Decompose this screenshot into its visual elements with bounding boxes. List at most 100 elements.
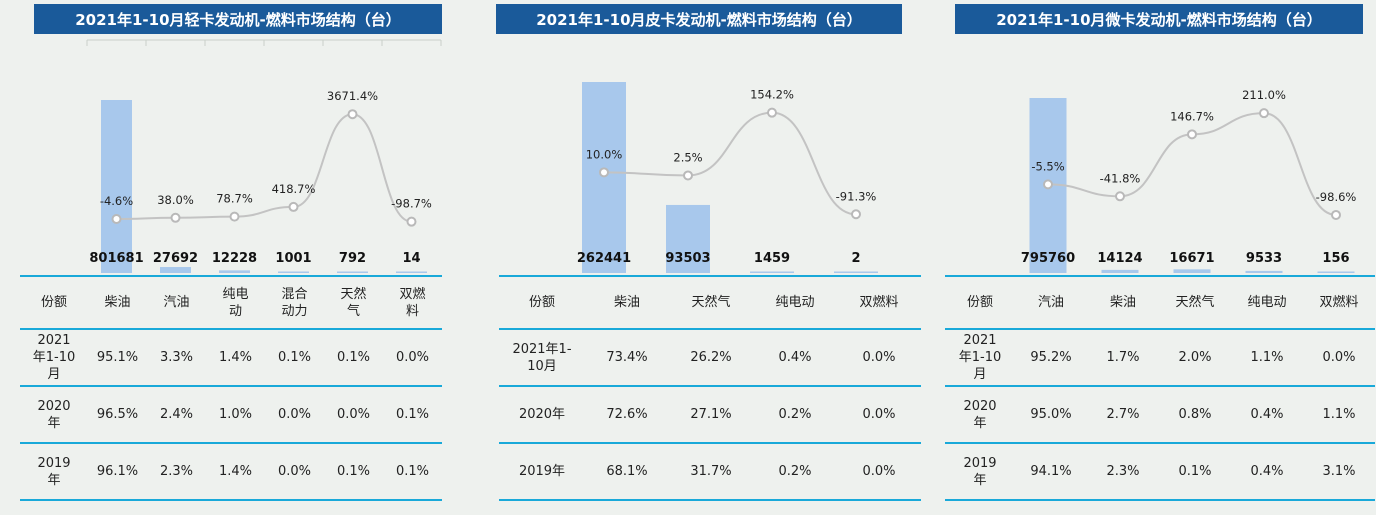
share-cell: 1.1% bbox=[1303, 386, 1375, 444]
share-cell: 0.2% bbox=[753, 386, 837, 444]
growth-line bbox=[603, 111, 857, 216]
bar bbox=[666, 204, 710, 273]
share-cell: 0.0% bbox=[265, 386, 324, 444]
share-cell: 0.4% bbox=[753, 329, 837, 387]
table-column-header: 混合动力 bbox=[265, 275, 324, 330]
bar-value-label: 801681 bbox=[89, 251, 143, 266]
bar-value-label: 14124 bbox=[1097, 251, 1142, 266]
share-cell: 0.0% bbox=[324, 386, 383, 444]
growth-label: -98.6% bbox=[1316, 190, 1357, 204]
share-cell: 2.4% bbox=[147, 386, 206, 444]
share-cell: 68.1% bbox=[585, 443, 669, 501]
growth-label: -5.5% bbox=[1031, 159, 1064, 173]
bar bbox=[1245, 270, 1283, 273]
panel-title: 2021年1-10月轻卡发动机-燃料市场结构（台） bbox=[34, 4, 442, 34]
growth-point bbox=[170, 212, 181, 223]
share-cell: 0.8% bbox=[1159, 386, 1231, 444]
growth-label: -41.8% bbox=[1100, 171, 1141, 185]
share-cell: 27.1% bbox=[669, 386, 753, 444]
table-row: 2019年 94.1% 2.3% 0.1% 0.4% 3.1% bbox=[945, 443, 1375, 501]
table-column-header: 双燃料 bbox=[837, 275, 921, 330]
share-table-mini-truck: 份额 汽油 柴油 天然气 纯电动 双燃料 2021年1-10月 95.2% 1.7% 2.0% 1.… bbox=[945, 275, 1375, 501]
row-label: 2020年 bbox=[499, 386, 585, 444]
growth-label: -98.7% bbox=[391, 197, 432, 211]
growth-point bbox=[851, 209, 861, 220]
growth-point bbox=[347, 109, 358, 120]
row-label: 2021年1-10月 bbox=[20, 329, 88, 387]
table-column-header: 汽油 bbox=[1015, 275, 1087, 330]
growth-point bbox=[229, 211, 240, 222]
row-label: 2019年 bbox=[20, 443, 88, 501]
table-column-header: 柴油 bbox=[88, 275, 147, 330]
bar bbox=[101, 100, 132, 273]
share-cell: 0.2% bbox=[753, 443, 837, 501]
bar-value-label: 27692 bbox=[153, 251, 198, 266]
growth-label: 154.2% bbox=[750, 88, 794, 102]
share-table-light-truck: 份额 柴油 汽油 纯电动 混合动力 天然气 双燃料 2021年1-10月 95.1% 3.3% 1.… bbox=[20, 275, 442, 501]
bar bbox=[1173, 269, 1211, 273]
panel-title: 2021年1-10月微卡发动机-燃料市场结构（台） bbox=[955, 4, 1363, 34]
bar-value-label: 93503 bbox=[665, 251, 710, 266]
table-column-header: 双燃料 bbox=[383, 275, 442, 330]
bar bbox=[278, 271, 309, 273]
growth-point bbox=[288, 201, 299, 212]
row-label: 2021年1-10月 bbox=[499, 329, 585, 387]
table-row: 2019年 68.1% 31.7% 0.2% 0.0% bbox=[499, 443, 921, 501]
bar-value-label: 156 bbox=[1322, 251, 1349, 266]
growth-point bbox=[1259, 108, 1269, 119]
row-label: 2020年 bbox=[945, 386, 1015, 444]
share-cell: 1.7% bbox=[1087, 329, 1159, 387]
bar bbox=[1101, 269, 1139, 273]
table-column-header: 纯电动 bbox=[753, 275, 837, 330]
share-cell: 0.1% bbox=[383, 386, 442, 444]
share-cell: 0.1% bbox=[383, 443, 442, 501]
growth-point bbox=[683, 170, 693, 181]
share-cell: 1.4% bbox=[206, 329, 265, 387]
growth-label: -91.3% bbox=[836, 189, 877, 203]
table-row: 2021年1-10月 95.1% 3.3% 1.4% 0.1% 0.1% 0.0% bbox=[20, 329, 442, 387]
share-cell: 95.2% bbox=[1015, 329, 1087, 387]
table-column-header: 柴油 bbox=[585, 275, 669, 330]
table-column-header: 纯电动 bbox=[206, 275, 265, 330]
bar bbox=[834, 271, 878, 273]
share-cell: 0.4% bbox=[1231, 386, 1303, 444]
table-row: 2021年1-10月 95.2% 1.7% 2.0% 1.1% 0.0% bbox=[945, 329, 1375, 387]
table-column-header: 纯电动 bbox=[1231, 275, 1303, 330]
growth-label: 211.0% bbox=[1242, 88, 1286, 102]
growth-point bbox=[406, 216, 417, 227]
bar-value-label: 262441 bbox=[577, 251, 631, 266]
table-column-header: 天然气 bbox=[669, 275, 753, 330]
table-column-header: 汽油 bbox=[147, 275, 206, 330]
table-column-header: 天然气 bbox=[1159, 275, 1231, 330]
bar-value-label: 792 bbox=[339, 251, 366, 266]
share-cell: 95.0% bbox=[1015, 386, 1087, 444]
bar-value-label: 12228 bbox=[212, 251, 257, 266]
table-row: 2020年 95.0% 2.7% 0.8% 0.4% 1.1% bbox=[945, 386, 1375, 444]
share-cell: 0.4% bbox=[1231, 443, 1303, 501]
share-cell: 0.1% bbox=[324, 329, 383, 387]
share-cell: 2.0% bbox=[1159, 329, 1231, 387]
table-corner-label: 份额 bbox=[20, 275, 88, 330]
table-corner-label: 份额 bbox=[499, 275, 585, 330]
bar-value-label: 1001 bbox=[275, 251, 311, 266]
share-cell: 0.1% bbox=[324, 443, 383, 501]
bar bbox=[1317, 271, 1355, 273]
panel-light-truck: 2021年1-10月轻卡发动机-燃料市场结构（台） -4.6% 38.0% 78.7… bbox=[0, 0, 450, 515]
share-cell: 1.4% bbox=[206, 443, 265, 501]
bar-value-label: 1459 bbox=[754, 251, 790, 266]
bar-value-label: 2 bbox=[851, 251, 860, 266]
growth-label: 2.5% bbox=[673, 150, 702, 164]
share-cell: 1.1% bbox=[1231, 329, 1303, 387]
bar bbox=[582, 82, 626, 273]
share-cell: 26.2% bbox=[669, 329, 753, 387]
share-cell: 0.1% bbox=[1159, 443, 1231, 501]
bar-value-label: 9533 bbox=[1246, 251, 1282, 266]
growth-label: 10.0% bbox=[586, 147, 623, 161]
share-cell: 2.3% bbox=[147, 443, 206, 501]
bar-value-label: 16671 bbox=[1169, 251, 1214, 266]
share-cell: 0.0% bbox=[265, 443, 324, 501]
share-cell: 72.6% bbox=[585, 386, 669, 444]
growth-point bbox=[111, 213, 122, 224]
share-cell: 0.0% bbox=[837, 386, 921, 444]
share-cell: 1.0% bbox=[206, 386, 265, 444]
